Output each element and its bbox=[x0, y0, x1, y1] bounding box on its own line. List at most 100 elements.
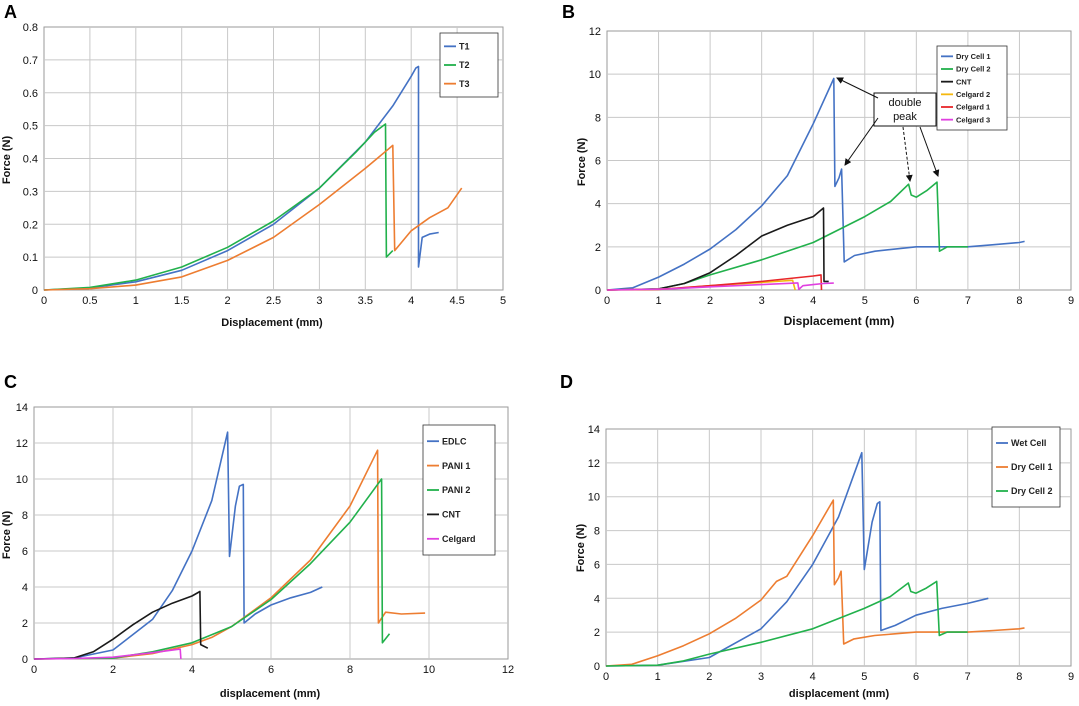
annotation-line-2: peak bbox=[893, 111, 917, 123]
x-tick-label: 8 bbox=[1016, 295, 1022, 307]
x-tick-label: 4 bbox=[189, 664, 195, 676]
series-line-a-t3 bbox=[43, 144, 463, 291]
y-tick-label: 0 bbox=[594, 661, 600, 673]
x-tick-label: 1 bbox=[655, 671, 661, 683]
annotation-box bbox=[873, 92, 937, 127]
y-tick-label: 2 bbox=[594, 627, 600, 639]
x-tick-label: 3.5 bbox=[358, 295, 373, 307]
legend-label: Dry Cell 2 bbox=[956, 65, 991, 74]
double-peak-annotation: double peak bbox=[836, 77, 940, 182]
legend-label: Dry Cell 1 bbox=[1011, 462, 1053, 472]
x-tick-label: 5 bbox=[861, 671, 867, 683]
x-tick-label: 2 bbox=[706, 671, 712, 683]
legend-label: T1 bbox=[459, 41, 470, 51]
y-axis-label-d: Force (N) bbox=[575, 524, 587, 573]
x-tick-label: 12 bbox=[502, 664, 514, 676]
x-tick-label: 1 bbox=[655, 295, 661, 307]
x-tick-label: 3 bbox=[759, 295, 765, 307]
x-tick-label: 0.5 bbox=[82, 295, 97, 307]
y-tick-label: 0.7 bbox=[23, 55, 38, 67]
y-tick-label: 0.1 bbox=[23, 252, 38, 264]
y-tick-label: 6 bbox=[594, 559, 600, 571]
x-tick-label: 4 bbox=[810, 295, 816, 307]
x-tick-label: 2 bbox=[225, 295, 231, 307]
y-axis-label-c: Force (N) bbox=[1, 511, 13, 560]
y-axis-label-a: Force (N) bbox=[1, 136, 13, 185]
series-line-d-dry-cell-2 bbox=[605, 580, 968, 667]
arrow-to-peak-1 bbox=[836, 77, 879, 99]
x-axis-label-a: Displacement (mm) bbox=[221, 317, 323, 329]
y-tick-label: 12 bbox=[16, 438, 28, 450]
y-tick-label: 0 bbox=[32, 285, 38, 297]
y-tick-label: 0.8 bbox=[23, 22, 38, 34]
y-axis-label-b: Force (N) bbox=[576, 138, 588, 187]
y-tick-label: 12 bbox=[588, 458, 600, 470]
legend-label: Celgard 2 bbox=[956, 90, 990, 99]
x-tick-label: 8 bbox=[347, 664, 353, 676]
x-tick-label: 0 bbox=[31, 664, 37, 676]
y-tick-label: 10 bbox=[588, 492, 600, 504]
x-tick-label: 4 bbox=[810, 671, 816, 683]
series-line-d-wet-cell bbox=[605, 451, 989, 667]
x-axis-label-c: displacement (mm) bbox=[220, 688, 321, 700]
y-tick-label: 6 bbox=[22, 546, 28, 558]
x-tick-label: 0 bbox=[604, 295, 610, 307]
x-tick-label: 7 bbox=[965, 295, 971, 307]
series-line-b-cnt bbox=[606, 207, 829, 291]
legend-label: Celgard 1 bbox=[956, 103, 990, 112]
x-tick-label: 3 bbox=[758, 671, 764, 683]
x-tick-label: 9 bbox=[1068, 295, 1074, 307]
x-tick-label: 1.5 bbox=[174, 295, 189, 307]
x-tick-label: 4 bbox=[408, 295, 414, 307]
x-tick-label: 2 bbox=[110, 664, 116, 676]
x-tick-label: 5 bbox=[862, 295, 868, 307]
arrow-to-peak-2 bbox=[844, 117, 879, 166]
legend-label: T3 bbox=[459, 79, 470, 89]
chart-panel-c: C 0 2 4 6 8 10 12 0 2 4 6 8 10 12 14 EDLC PANI 1 PANI 2 CN… bbox=[1, 372, 514, 700]
series-line-c-celgard bbox=[33, 648, 182, 660]
y-tick-label: 12 bbox=[589, 26, 601, 38]
legend-label: EDLC bbox=[442, 436, 467, 446]
x-tick-label: 10 bbox=[423, 664, 435, 676]
series-line-c-edlc bbox=[33, 431, 323, 660]
panel-label-b: B bbox=[562, 2, 575, 22]
y-tick-label: 10 bbox=[16, 474, 28, 486]
legend-label: CNT bbox=[442, 510, 461, 520]
x-tick-label: 2 bbox=[707, 295, 713, 307]
x-tick-label: 6 bbox=[913, 295, 919, 307]
panel-label-a: A bbox=[4, 2, 17, 22]
y-tick-label: 14 bbox=[16, 402, 28, 414]
series-line-b-dry-cell-2 bbox=[606, 181, 968, 291]
legend-box-b bbox=[936, 45, 1008, 131]
legend-label: PANI 1 bbox=[442, 461, 470, 471]
y-tick-label: 0.2 bbox=[23, 219, 38, 231]
legend-label: CNT bbox=[956, 77, 972, 86]
y-tick-label: 8 bbox=[595, 112, 601, 124]
x-tick-label: 6 bbox=[268, 664, 274, 676]
x-tick-label: 2.5 bbox=[266, 295, 281, 307]
series-line-c-pani-2 bbox=[33, 478, 391, 660]
y-tick-label: 4 bbox=[595, 199, 601, 211]
y-tick-label: 2 bbox=[595, 242, 601, 254]
legend-label: Celgard 3 bbox=[956, 115, 990, 124]
x-tick-label: 1 bbox=[133, 295, 139, 307]
y-tick-label: 6 bbox=[595, 156, 601, 168]
arrow-to-peak-4 bbox=[919, 126, 940, 177]
y-tick-label: 4 bbox=[22, 582, 28, 594]
series-line-a-t1 bbox=[43, 65, 439, 291]
legend-label: Celgard bbox=[442, 534, 476, 544]
legend-label: Dry Cell 2 bbox=[1011, 486, 1053, 496]
annotation-line-1: double bbox=[888, 97, 921, 109]
series-line-d-dry-cell-1 bbox=[605, 499, 1025, 667]
y-tick-label: 0.4 bbox=[23, 154, 38, 166]
legend-label: Wet Cell bbox=[1011, 438, 1046, 448]
panel-label-c: C bbox=[4, 372, 17, 392]
series-line-b-celgard-1 bbox=[606, 274, 823, 291]
y-tick-label: 14 bbox=[588, 424, 600, 436]
y-tick-label: 10 bbox=[589, 69, 601, 81]
x-tick-label: 0 bbox=[603, 671, 609, 683]
plot-area-d bbox=[605, 428, 1072, 667]
x-tick-label: 8 bbox=[1016, 671, 1022, 683]
